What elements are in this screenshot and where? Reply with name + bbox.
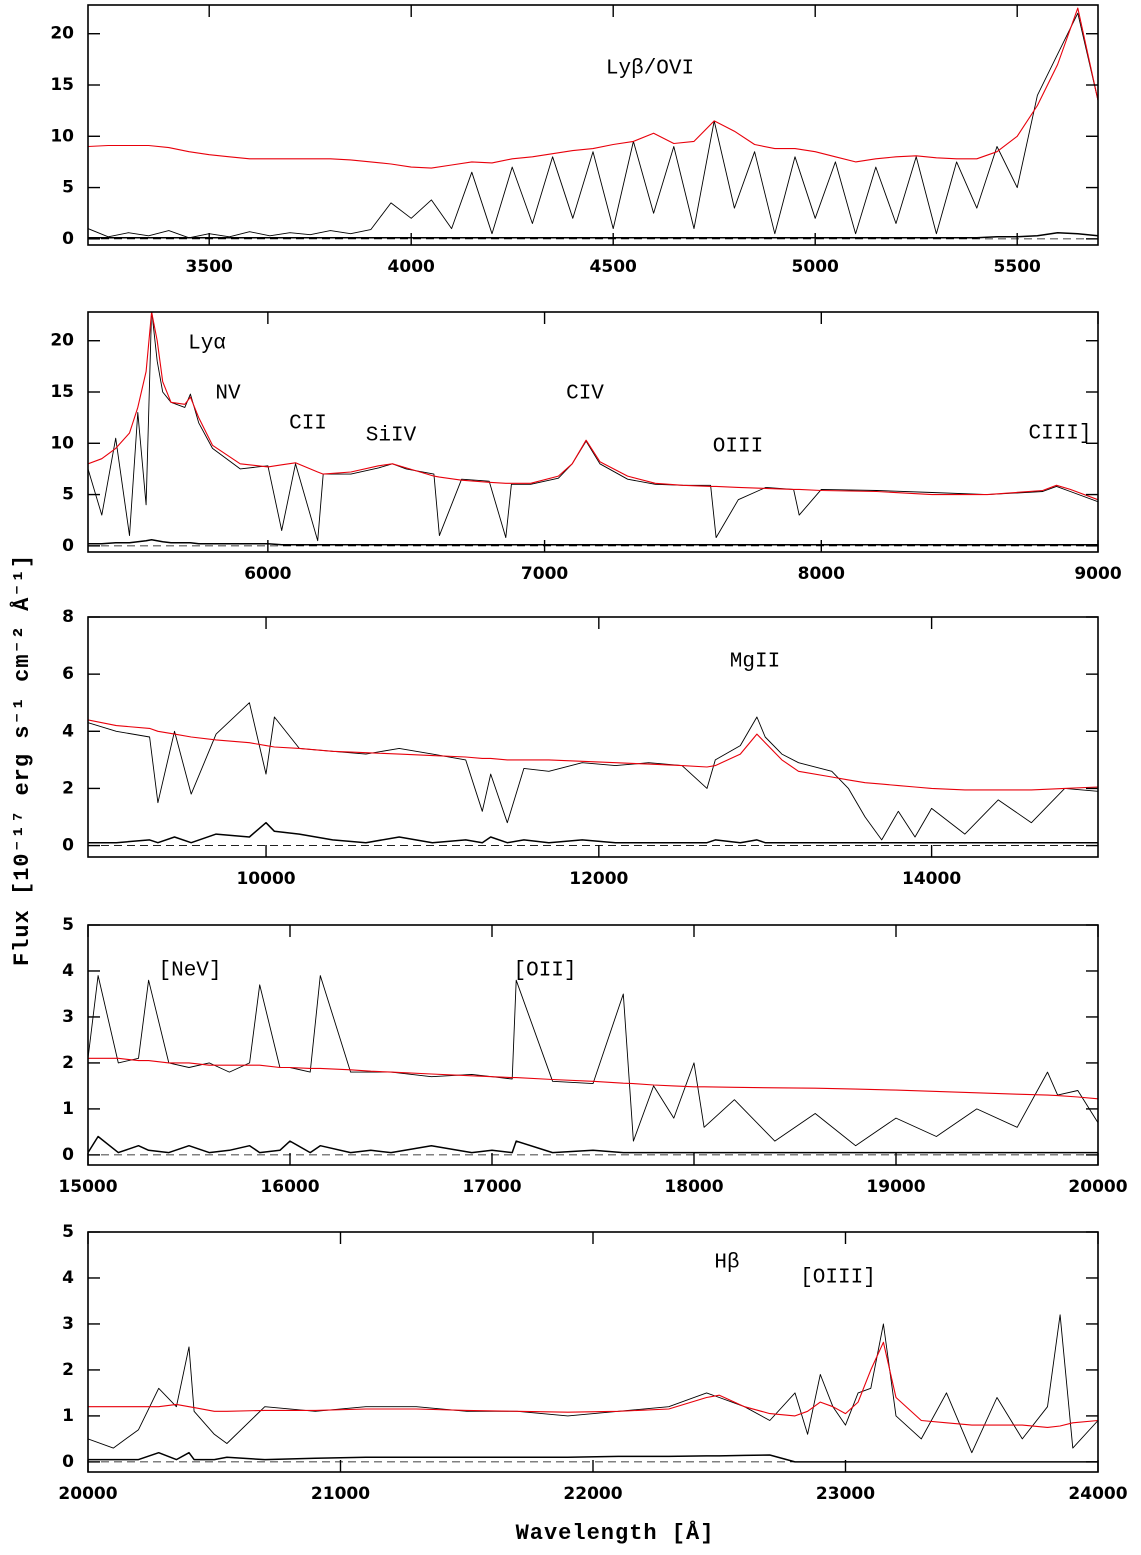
x-tick-label: 14000 [902,869,961,889]
spectrum-line [88,538,1098,546]
y-tick-label: 0 [62,1145,74,1165]
y-tick-label: 20 [50,331,74,351]
x-tick-label: 24000 [1068,1484,1127,1504]
y-tick-label: 10 [50,126,74,146]
spectrum-line [88,312,1098,542]
panel: 6000 7000 8000 9000 0 5 10 15 20 Lyα NV CII SiIV CIV O… [50,311,1122,584]
line-annotation: CII [289,413,327,436]
x-tick-label: 15000 [58,1177,117,1197]
x-tick-label: 10000 [236,869,295,889]
x-tick-label: 5500 [994,257,1041,277]
spectrum-line [88,702,1098,841]
x-tick-label: 20000 [1068,1177,1127,1197]
y-tick-label: 15 [50,75,74,95]
y-tick-label: 0 [62,536,74,556]
y-tick-label: 4 [62,721,74,741]
y-tick-label: 8 [62,607,74,627]
spectrum-line [88,1451,1098,1463]
line-annotation: [NeV] [158,960,221,983]
y-tick-label: 2 [62,1053,74,1073]
line-annotation: Hβ [714,1252,739,1275]
line-annotation: OIII [713,436,763,459]
y-tick-label: 0 [62,836,74,856]
y-tick-label: 2 [62,1360,74,1380]
panel: 3500 4000 4500 5000 5500 0 5 10 15 20 Lyβ/OVI [50,4,1099,277]
y-tick-label: 3 [62,1314,74,1334]
x-tick-label: 17000 [462,1177,521,1197]
y-tick-label: 20 [50,24,74,44]
x-tick-label: 5000 [792,257,839,277]
x-tick-label: 21000 [311,1484,370,1504]
x-tick-label: 12000 [569,869,628,889]
spectrum-line [88,1314,1098,1454]
spectrum-line [88,231,1098,239]
y-axis-label: Flux [10⁻¹⁷ erg s⁻¹ cm⁻² Å⁻¹] [9,554,35,966]
plot-frame [87,924,1099,1166]
panel: 15000 16000 17000 18000 19000 20000 0 1 2 3 4 5 [NeV… [58,915,1127,1197]
x-tick-label: 6000 [244,564,291,584]
x-tick-label: 4500 [590,257,637,277]
model-line [88,312,1098,501]
x-tick-label: 9000 [1074,564,1121,584]
x-tick-label: 16000 [260,1177,319,1197]
y-tick-label: 0 [62,229,74,249]
line-annotation: CIII] [1028,423,1091,446]
x-tick-label: 18000 [664,1177,723,1197]
model-line [88,7,1098,169]
x-tick-label: 3500 [186,257,233,277]
spectrum-line [88,975,1098,1147]
y-tick-label: 0 [62,1452,74,1472]
y-tick-label: 4 [62,961,74,981]
y-tick-label: 5 [62,485,74,505]
y-tick-label: 1 [62,1099,74,1119]
x-tick-label: 22000 [563,1484,622,1504]
y-tick-label: 10 [50,433,74,453]
line-annotation: Lyα [188,333,226,356]
plot-frame [87,311,1099,553]
y-tick-label: 6 [62,664,74,684]
y-tick-label: 15 [50,382,74,402]
y-tick-label: 5 [62,1222,74,1242]
y-tick-label: 3 [62,1007,74,1027]
plot-frame [87,1231,1099,1473]
y-tick-label: 1 [62,1406,74,1426]
spectrum-line [88,12,1098,239]
y-tick-label: 5 [62,915,74,935]
line-annotation: CIV [566,383,604,406]
line-annotation: [OIII] [800,1267,876,1290]
model-line [88,719,1098,791]
x-tick-label: 4000 [388,257,435,277]
spectrum-line [88,821,1098,844]
plot-frame [87,616,1099,858]
x-tick-label: 8000 [798,564,845,584]
line-annotation: MgII [730,651,780,674]
panel: 10000 12000 14000 0 2 4 6 8 MgII [62,607,1099,889]
model-line [88,1341,1098,1428]
panel: 20000 21000 22000 23000 24000 0 1 2 3 4 5 Hβ [OIII] [58,1222,1127,1504]
line-annotation: [OII] [513,960,576,983]
model-line [88,1057,1098,1100]
x-tick-label: 23000 [816,1484,875,1504]
y-tick-label: 4 [62,1268,74,1288]
spectrum-line [88,1135,1098,1154]
x-tick-label: 19000 [866,1177,925,1197]
y-tick-label: 2 [62,778,74,798]
line-annotation: SiIV [366,425,417,448]
line-annotation: NV [215,383,241,406]
x-tick-label: 20000 [58,1484,117,1504]
line-annotation: Lyβ/OVI [606,58,694,81]
plot-frame [87,4,1099,246]
x-axis-label: Wavelength [Å] [516,1520,715,1546]
y-tick-label: 5 [62,178,74,198]
x-tick-label: 7000 [521,564,568,584]
